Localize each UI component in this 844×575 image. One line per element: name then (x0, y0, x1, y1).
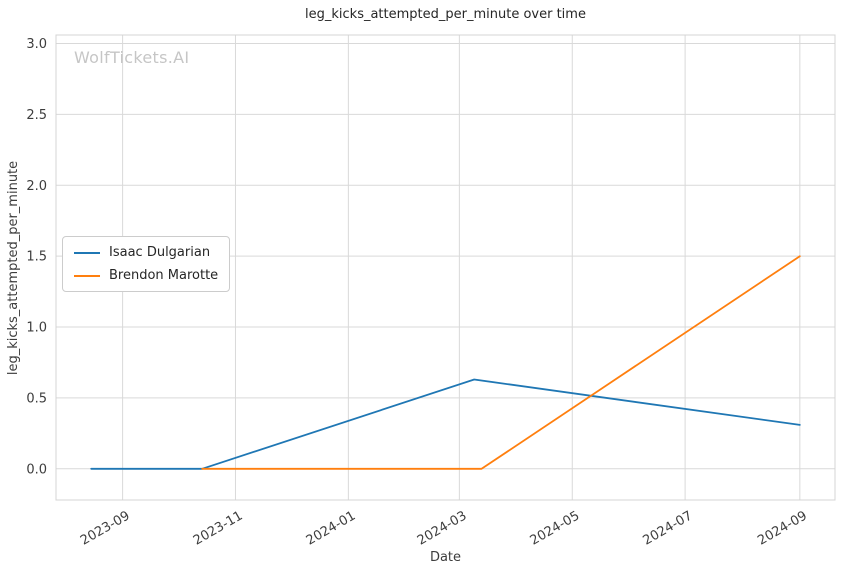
x-axis-label: Date (429, 550, 462, 565)
x-tick-label: 2023-11 (191, 508, 246, 548)
y-tick-label: 1.0 (26, 321, 47, 336)
y-tick-label: 2.5 (26, 108, 47, 123)
legend-item: Isaac Dulgarian (74, 245, 218, 260)
y-tick-label: 3.0 (26, 37, 47, 52)
legend: Isaac Dulgarian Brendon Marotte (62, 236, 231, 292)
series-line-isaac-dulgarian (90, 378, 801, 470)
x-tick-label: 2024-03 (415, 508, 470, 548)
x-tick-label: 2024-05 (528, 508, 583, 548)
legend-item: Brendon Marotte (74, 268, 218, 283)
y-tick-label: 1.5 (26, 250, 47, 265)
x-tick-label: 2024-07 (641, 508, 696, 548)
legend-line-sample (74, 274, 100, 277)
x-tick-label: 2024-01 (304, 508, 359, 548)
y-tick-label: 0.5 (26, 391, 47, 406)
series-line-brendon-marotte (201, 255, 801, 470)
watermark-wolftickets: WolfTickets.AI (74, 48, 190, 67)
y-tick-label: 0.0 (26, 462, 47, 477)
x-tick-label: 2023-09 (78, 508, 133, 548)
chart-title: leg_kicks_attempted_per_minute over time (305, 7, 586, 22)
axes-border (55, 34, 836, 501)
x-tick-label: 2024-09 (755, 508, 810, 548)
y-tick-label: 2.0 (26, 179, 47, 194)
legend-label: Isaac Dulgarian (109, 245, 211, 260)
y-axis-label: leg_kicks_attempted_per_minute (6, 160, 21, 376)
legend-label: Brendon Marotte (109, 268, 219, 283)
legend-line-sample (74, 251, 100, 254)
